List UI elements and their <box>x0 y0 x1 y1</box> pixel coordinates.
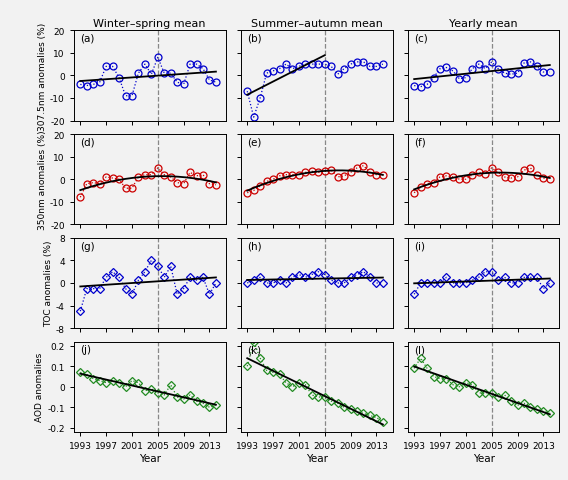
Text: (e): (e) <box>247 137 261 147</box>
Text: (g): (g) <box>80 241 94 251</box>
X-axis label: Year: Year <box>139 453 161 463</box>
Text: (j): (j) <box>80 345 91 355</box>
Text: (b): (b) <box>247 34 261 44</box>
Y-axis label: AOD anomalies: AOD anomalies <box>35 352 44 421</box>
Text: (a): (a) <box>80 34 94 44</box>
Text: (d): (d) <box>80 137 94 147</box>
Text: (f): (f) <box>414 137 425 147</box>
Title: Yearly mean: Yearly mean <box>449 19 518 29</box>
X-axis label: Year: Year <box>473 453 495 463</box>
Text: (l): (l) <box>414 345 425 355</box>
Text: (c): (c) <box>414 34 428 44</box>
Y-axis label: 350nm anomalies (%): 350nm anomalies (%) <box>38 130 47 229</box>
Title: Summer–autumn mean: Summer–autumn mean <box>250 19 383 29</box>
Text: (i): (i) <box>414 241 425 251</box>
Text: (k): (k) <box>247 345 261 355</box>
Y-axis label: 307.5nm anomalies (%): 307.5nm anomalies (%) <box>38 22 47 130</box>
Y-axis label: TOC anomalies (%): TOC anomalies (%) <box>44 240 53 326</box>
X-axis label: Year: Year <box>306 453 328 463</box>
Text: (h): (h) <box>247 241 261 251</box>
Title: Winter–spring mean: Winter–spring mean <box>94 19 206 29</box>
